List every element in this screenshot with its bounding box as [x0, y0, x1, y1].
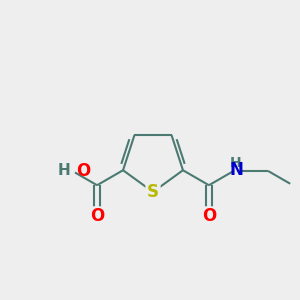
Text: S: S [147, 183, 159, 201]
Text: O: O [90, 207, 104, 225]
Text: O: O [76, 162, 91, 180]
Text: H: H [230, 156, 242, 170]
Text: H: H [58, 164, 70, 178]
Text: O: O [202, 207, 216, 225]
Text: N: N [229, 161, 243, 179]
